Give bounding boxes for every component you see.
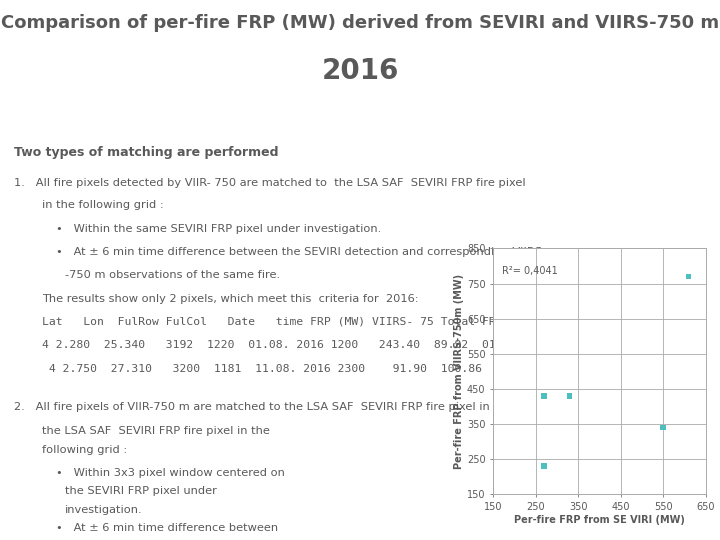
Text: Lat   Lon  FulRow FulCol   Date   time FRP (MW) VIIRS- 75 Total FRP (MW) VIIRS-d: Lat Lon FulRow FulCol Date time FRP (MW)… xyxy=(42,317,696,327)
Text: 2.   All fire pixels of VIIR-750 m are matched to the LSA SAF  SEVIRI FRP fire p: 2. All fire pixels of VIIR-750 m are mat… xyxy=(14,402,513,413)
Text: 4 2.280  25.340   3192  1220  01.08. 2016 1200   243.40  89.92  01.08.2016 1206: 4 2.280 25.340 3192 1220 01.08. 2016 120… xyxy=(42,340,585,350)
Text: R²= 0,4041: R²= 0,4041 xyxy=(502,266,557,275)
Text: 4 2.750  27.310   3200  1181  11.08. 2016 2300    91.90  100.86  11.08.2016 2254: 4 2.750 27.310 3200 1181 11.08. 2016 230… xyxy=(42,363,599,374)
Point xyxy=(539,392,550,400)
Y-axis label: Per-fire FRP from VIIRS-750m (MW): Per-fire FRP from VIIRS-750m (MW) xyxy=(454,274,464,469)
Text: 1.   All fire pixels detected by VIIR- 750 are matched to  the LSA SAF  SEVIRI F: 1. All fire pixels detected by VIIR- 750… xyxy=(14,178,526,188)
Text: investigation.: investigation. xyxy=(65,505,143,515)
Point xyxy=(683,272,694,281)
Text: Two types of matching are performed: Two types of matching are performed xyxy=(14,146,279,159)
Text: following grid :: following grid : xyxy=(42,445,127,455)
Text: •   Within the same SEVIRI FRP pixel under investigation.: • Within the same SEVIRI FRP pixel under… xyxy=(56,224,381,234)
Point xyxy=(657,423,669,431)
Text: the SEVIRI FRP pixel under: the SEVIRI FRP pixel under xyxy=(65,487,217,496)
Text: 2016: 2016 xyxy=(321,57,399,85)
Point xyxy=(539,462,550,470)
X-axis label: Per-fire FRP from SE VIRI (MW): Per-fire FRP from SE VIRI (MW) xyxy=(514,515,685,524)
Text: the LSA SAF  SEVIRI FRP fire pixel in the: the LSA SAF SEVIRI FRP fire pixel in the xyxy=(42,426,270,436)
Text: The results show only 2 pixels, which meet this  criteria for  2016:: The results show only 2 pixels, which me… xyxy=(42,294,418,303)
Text: •   At ± 6 min time difference between the SEVIRI detection and corresponding VI: • At ± 6 min time difference between the… xyxy=(56,247,542,257)
Text: -750 m observations of the same fire.: -750 m observations of the same fire. xyxy=(65,270,280,280)
Point xyxy=(564,392,575,400)
Text: in the following grid :: in the following grid : xyxy=(42,200,163,210)
Text: •   Within 3x3 pixel window centered on: • Within 3x3 pixel window centered on xyxy=(56,468,284,478)
Text: •   At ± 6 min time difference between: • At ± 6 min time difference between xyxy=(56,523,278,533)
Text: Comparison of per-fire FRP (MW) derived from SEVIRI and VIIRS-750 m: Comparison of per-fire FRP (MW) derived … xyxy=(1,14,719,31)
